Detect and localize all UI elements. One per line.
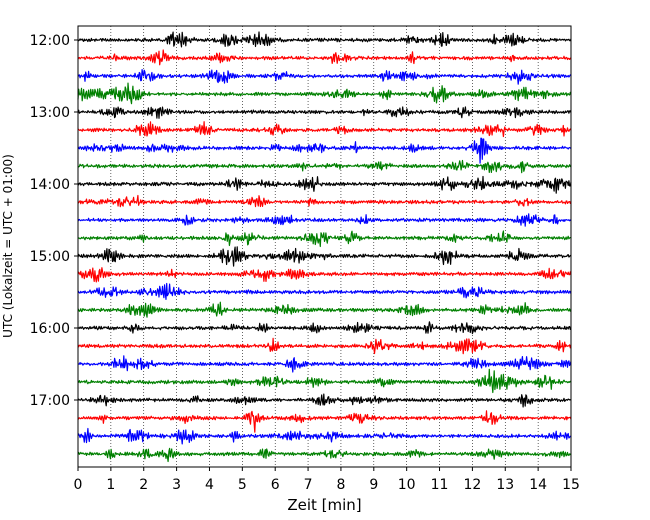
- plot-frame: [77, 25, 572, 468]
- x-axis-ticks: 0 1 2 3 4 5 6 7 8 9 10 11 12 13 14 15: [74, 467, 580, 493]
- x-axis-label: Zeit [min]: [287, 496, 361, 514]
- x-tick-label: 9: [369, 477, 378, 493]
- x-tick-label: 7: [304, 477, 313, 493]
- x-tick-label: 0: [74, 477, 83, 493]
- x-tick-label: 6: [271, 477, 280, 493]
- trace-line: [77, 31, 572, 48]
- trace-line: [77, 337, 572, 355]
- trace-line: [77, 246, 572, 267]
- y-tick-label: 15:00: [30, 249, 70, 265]
- x-tick-label: 15: [562, 477, 580, 493]
- trace-line: [77, 321, 572, 335]
- trace-line: [77, 368, 572, 394]
- seismic-traces: [77, 31, 572, 463]
- plot-area: [78, 26, 571, 467]
- y-tick-label: 12:00: [30, 33, 70, 49]
- x-tick-label: 10: [398, 477, 416, 493]
- trace-line: [77, 230, 572, 248]
- trace-line: [77, 137, 572, 164]
- trace-line: [77, 49, 572, 66]
- trace-line: [77, 267, 572, 283]
- y-axis-ticks: 12:00 13:00 14:00 15:00 16:00 17:00: [30, 33, 78, 409]
- x-tick-label: 11: [431, 477, 449, 493]
- trace-line: [77, 69, 572, 85]
- x-tick-label: 14: [529, 477, 547, 493]
- x-tick-label: 12: [463, 477, 481, 493]
- trace-line: [77, 121, 572, 138]
- trace-line: [77, 194, 572, 208]
- trace-line: [77, 301, 571, 318]
- x-tick-label: 4: [205, 477, 214, 493]
- trace-line: [77, 282, 572, 300]
- trace-line: [77, 393, 572, 408]
- trace-line: [77, 82, 572, 105]
- x-tick-label: 13: [496, 477, 514, 493]
- trace-line: [77, 159, 572, 174]
- y-axis-label: UTC (Lokalzeit = UTC + 01:00): [1, 154, 15, 338]
- trace-line: [77, 427, 572, 445]
- x-tick-label: 3: [172, 477, 181, 493]
- x-tick-label: 5: [238, 477, 247, 493]
- trace-line: [77, 175, 572, 194]
- trace-line: [77, 410, 572, 433]
- y-tick-label: 14:00: [30, 177, 70, 193]
- trace-line: [77, 213, 572, 227]
- y-tick-label: 13:00: [30, 105, 70, 121]
- x-tick-label: 1: [106, 477, 115, 493]
- y-tick-label: 17:00: [30, 393, 70, 409]
- y-tick-label: 16:00: [30, 321, 70, 337]
- trace-line: [77, 106, 572, 119]
- trace-line: [77, 355, 572, 373]
- x-tick-label: 8: [336, 477, 345, 493]
- x-tick-label: 2: [139, 477, 148, 493]
- trace-line: [77, 447, 572, 463]
